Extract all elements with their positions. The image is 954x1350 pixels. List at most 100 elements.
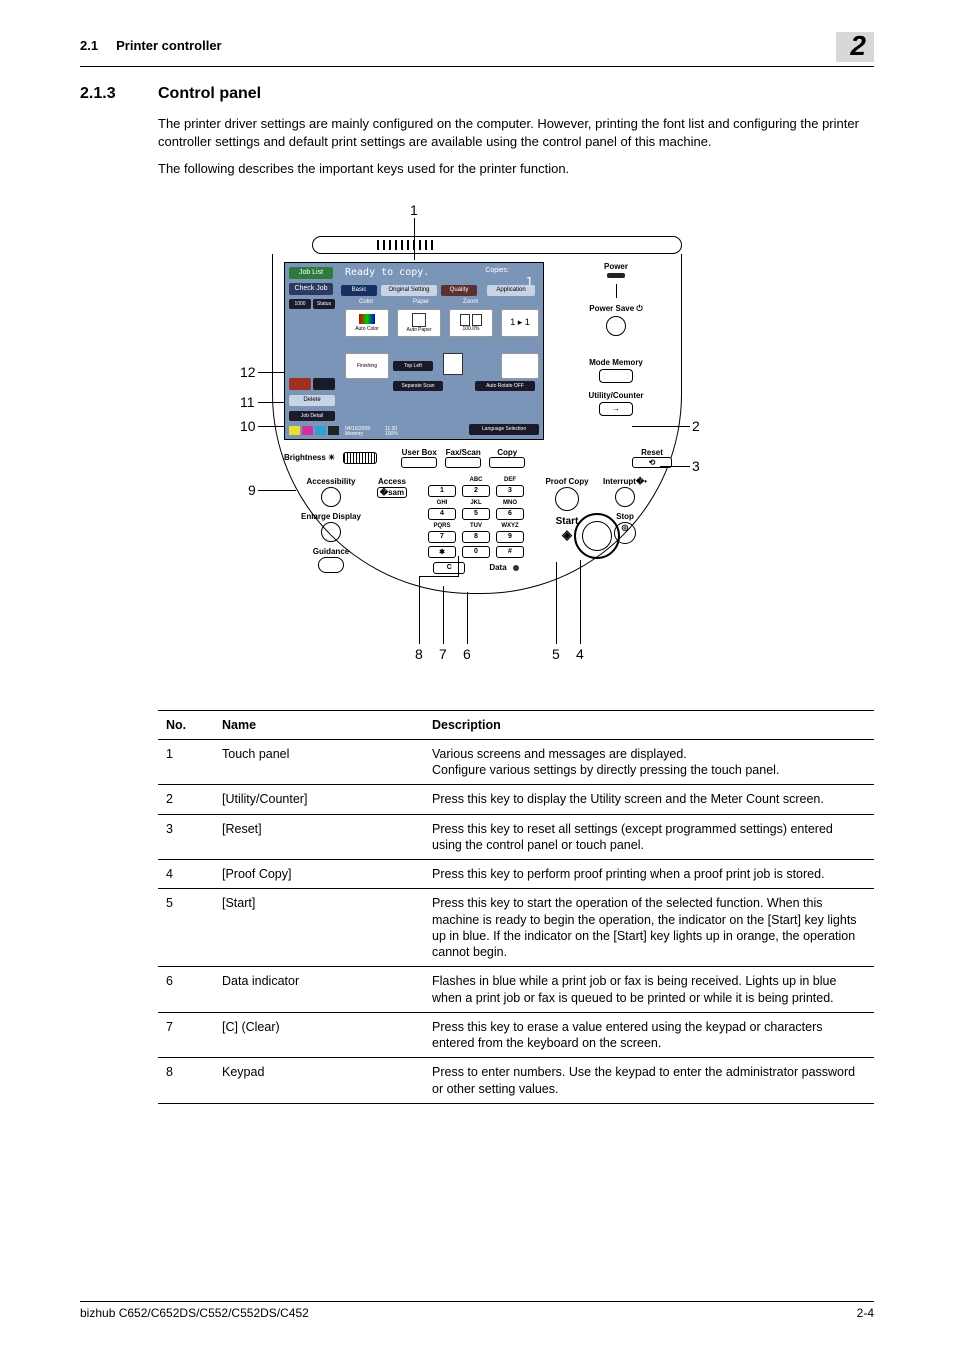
user-box-group: User Box bbox=[401, 448, 437, 468]
lead-6 bbox=[467, 592, 468, 644]
callout-10: 10 bbox=[240, 418, 256, 434]
btn-rotate[interactable]: Auto Rotate OFF bbox=[475, 381, 535, 391]
job-list-button[interactable]: Job List bbox=[289, 267, 333, 279]
touch-panel[interactable]: Job List Ready to copy. Copies: 1 Check … bbox=[284, 262, 544, 440]
finishing-btn[interactable]: Finishing bbox=[345, 353, 389, 379]
reset-group: Reset ⟲ bbox=[632, 448, 672, 468]
lbl-paper: Paper bbox=[413, 299, 429, 305]
tab-quality[interactable]: Quality bbox=[441, 285, 477, 296]
tab-application[interactable]: Application bbox=[487, 285, 535, 296]
table-row: 8KeypadPress to enter numbers. Use the k… bbox=[158, 1058, 874, 1104]
access-label: Access bbox=[370, 477, 414, 486]
callout-11: 11 bbox=[240, 394, 255, 410]
btn-auto-color[interactable]: Auto Color bbox=[345, 309, 389, 337]
footer-model: bizhub C652/C652DS/C552/C552DS/C452 bbox=[80, 1306, 309, 1320]
key-5[interactable]: 5 bbox=[462, 508, 490, 520]
key-6[interactable]: 6 bbox=[496, 508, 524, 520]
check-job-button[interactable]: Check Job bbox=[289, 283, 333, 295]
key-0[interactable]: 0 bbox=[462, 546, 490, 558]
footer-date: 04/16/2009 Memory bbox=[345, 427, 370, 437]
key-hash[interactable]: # bbox=[496, 546, 524, 558]
side-1000: 1000 bbox=[289, 299, 311, 309]
utility-counter-button[interactable]: → bbox=[599, 402, 633, 416]
lbl-auto-paper: Auto Paper bbox=[406, 327, 431, 333]
key-3[interactable]: 3 bbox=[496, 485, 524, 497]
start-button[interactable] bbox=[574, 513, 620, 559]
cell-desc: Press this key to reset all settings (ex… bbox=[424, 814, 874, 860]
cell-name: [Proof Copy] bbox=[214, 860, 424, 889]
btn-language[interactable]: Language Selection bbox=[469, 424, 539, 435]
cell-desc: Press this key to erase a value entered … bbox=[424, 1012, 874, 1058]
lead-3 bbox=[660, 466, 690, 467]
job-detail-btn[interactable]: Job Detail bbox=[289, 411, 335, 421]
cell-desc: Press to enter numbers. Use the keypad t… bbox=[424, 1058, 874, 1104]
cell-name: [Start] bbox=[214, 889, 424, 967]
cell-no: 3 bbox=[158, 814, 214, 860]
lead-8b bbox=[419, 576, 459, 577]
power-save-button[interactable] bbox=[606, 316, 626, 336]
key-star[interactable]: ✱ bbox=[428, 546, 456, 558]
mem-text: Memory bbox=[345, 431, 363, 437]
copy-group: Copy bbox=[489, 448, 525, 468]
data-indicator-led bbox=[513, 565, 519, 571]
cell-no: 6 bbox=[158, 967, 214, 1013]
user-box-button[interactable] bbox=[401, 457, 437, 468]
key-8[interactable]: 8 bbox=[462, 531, 490, 543]
paper-icon bbox=[412, 313, 426, 327]
tab-basic[interactable]: Basic bbox=[341, 285, 377, 296]
cell-name: [Utility/Counter] bbox=[214, 785, 424, 814]
cell-desc: Press this key to display the Utility sc… bbox=[424, 785, 874, 814]
table-row: 1Touch panelVarious screens and messages… bbox=[158, 739, 874, 785]
key-7[interactable]: 7 bbox=[428, 531, 456, 543]
brightness-dial[interactable] bbox=[343, 452, 377, 464]
table-row: 4[Proof Copy]Press this key to perform p… bbox=[158, 860, 874, 889]
btn-sides[interactable]: 1 ▸ 1 bbox=[501, 309, 539, 337]
left-dark bbox=[313, 378, 335, 390]
blank-btn[interactable] bbox=[501, 353, 539, 379]
power-switch-icon[interactable] bbox=[616, 284, 617, 298]
proof-copy-label: Proof Copy bbox=[542, 477, 592, 486]
lbl-zoom: Zoom bbox=[463, 299, 478, 305]
guidance-button[interactable] bbox=[318, 557, 344, 573]
cell-name: Touch panel bbox=[214, 739, 424, 785]
tab-original[interactable]: Original Setting bbox=[381, 285, 437, 296]
key-9[interactable]: 9 bbox=[496, 531, 524, 543]
btn-top-left[interactable]: Top Left bbox=[393, 361, 433, 371]
mode-memory-button[interactable] bbox=[599, 369, 633, 383]
cell-desc: Flashes in blue while a print job or fax… bbox=[424, 967, 874, 1013]
callout-2: 2 bbox=[692, 418, 700, 434]
access-button[interactable]: �sam bbox=[377, 487, 407, 498]
reset-label: Reset bbox=[632, 448, 672, 457]
toner-k-icon bbox=[328, 426, 339, 435]
key-clear[interactable]: C bbox=[433, 562, 465, 574]
zoom-icon bbox=[460, 314, 482, 326]
guidance-label: Guidance bbox=[296, 547, 366, 556]
staple-icon bbox=[443, 353, 463, 375]
page-header: 2.1 Printer controller 2 bbox=[80, 38, 874, 67]
fax-scan-button[interactable] bbox=[445, 457, 481, 468]
brightness-label: Brightness ☀ bbox=[284, 453, 335, 462]
btn-sep-scan[interactable]: Separate Scan bbox=[393, 381, 443, 391]
btn-zoom[interactable]: 100.0% bbox=[449, 309, 493, 337]
btn-auto-paper[interactable]: Auto Paper bbox=[397, 309, 441, 337]
key-1[interactable]: 1 bbox=[428, 485, 456, 497]
proof-copy-button[interactable] bbox=[555, 487, 579, 511]
btn-delete[interactable]: Delete bbox=[289, 395, 335, 406]
enlarge-button[interactable] bbox=[321, 522, 341, 542]
keypad: ABCDEF 1 2 3 GHIJKLMNO 4 5 6 PQRSTUVWXYZ… bbox=[416, 477, 536, 577]
paragraph-1: The printer driver settings are mainly c… bbox=[158, 115, 874, 150]
klab-wxyz: WXYZ bbox=[496, 523, 524, 529]
lead-1 bbox=[414, 218, 415, 260]
callout-4: 4 bbox=[576, 646, 584, 662]
klab-abc: ABC bbox=[462, 477, 490, 483]
interrupt-button[interactable] bbox=[615, 487, 635, 507]
copy-button[interactable] bbox=[489, 457, 525, 468]
callout-8: 8 bbox=[415, 646, 423, 662]
lead-4 bbox=[580, 560, 581, 644]
data-label: Data bbox=[489, 563, 506, 572]
accessibility-button[interactable] bbox=[321, 487, 341, 507]
mode-memory-label: Mode Memory bbox=[562, 358, 670, 367]
cell-name: [C] (Clear) bbox=[214, 1012, 424, 1058]
key-4[interactable]: 4 bbox=[428, 508, 456, 520]
key-2[interactable]: 2 bbox=[462, 485, 490, 497]
